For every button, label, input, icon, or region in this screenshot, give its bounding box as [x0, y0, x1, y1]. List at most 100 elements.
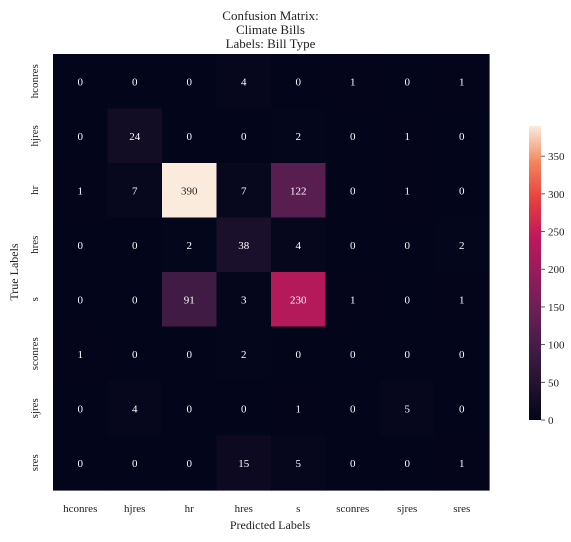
heatmap-cell	[216, 108, 272, 164]
heatmap-cell	[216, 163, 272, 219]
heatmap-cell	[107, 54, 163, 110]
colorbar-tick-label: 150	[548, 302, 565, 314]
cell-value-label: 0	[405, 294, 411, 306]
x-tick-labels: hconres hjres hr hres s sconres sjres sres	[63, 503, 470, 515]
colorbar-tick-label: 250	[548, 227, 565, 239]
heatmap-cell	[216, 326, 272, 382]
cell-value-label: 230	[290, 294, 307, 306]
heatmap-cell	[325, 326, 381, 382]
x-tick-label: hres	[235, 503, 253, 515]
cell-value-label: 1	[296, 403, 302, 415]
cell-value-label: 2	[459, 240, 465, 252]
cell-value-label: 2	[241, 349, 247, 361]
heatmap-cell	[53, 272, 109, 328]
y-tick-label: sres	[29, 454, 41, 471]
heatmap-cell	[434, 272, 490, 328]
chart-title-line-2: Climate Bills	[236, 22, 305, 37]
heatmap-cell	[325, 54, 381, 110]
heatmap-cell	[162, 217, 218, 273]
heatmap-cell	[162, 326, 218, 382]
heatmap-cell	[271, 108, 327, 164]
cell-value-label: 0	[459, 131, 465, 143]
cell-value-label: 24	[129, 131, 141, 143]
heatmap-cell	[434, 54, 490, 110]
heatmap-cell	[216, 217, 272, 273]
heatmap-cell	[325, 108, 381, 164]
cell-value-label: 0	[459, 185, 465, 197]
cell-value-label: 0	[405, 349, 411, 361]
cell-value-label: 0	[350, 240, 356, 252]
x-tick-label: sres	[453, 503, 470, 515]
heatmap-cell	[271, 163, 327, 219]
cell-value-label: 1	[78, 349, 84, 361]
chart-title-line-1: Confusion Matrix:	[222, 8, 319, 23]
cell-value-label: 0	[78, 403, 84, 415]
cell-value-label: 4	[296, 240, 302, 252]
cell-value-label: 38	[238, 240, 250, 252]
cell-value-label: 0	[459, 403, 465, 415]
cell-value-label: 1	[350, 294, 356, 306]
heatmap-cell	[271, 326, 327, 382]
heatmap-cell	[325, 381, 381, 437]
y-tick-label: sjres	[29, 398, 41, 418]
cell-value-label: 0	[187, 349, 193, 361]
y-tick-labels: hconres hjres hr hres s sconres sjres sres	[29, 64, 41, 471]
cell-value-label: 5	[405, 403, 411, 415]
cell-value-label: 1	[405, 185, 411, 197]
colorbar-tick-label: 200	[548, 264, 565, 276]
cell-value-label: 0	[350, 131, 356, 143]
heatmap-cell	[162, 272, 218, 328]
heatmap-cell	[107, 435, 163, 491]
heatmap-cell	[271, 381, 327, 437]
heatmap-cell	[107, 163, 163, 219]
heatmap-cell	[434, 163, 490, 219]
cell-value-label: 0	[132, 240, 138, 252]
cell-value-label: 0	[350, 185, 356, 197]
cell-value-label: 0	[241, 403, 247, 415]
cell-value-label: 3	[241, 294, 247, 306]
y-tick-label: hconres	[29, 64, 41, 98]
cell-value-label: 0	[405, 76, 411, 88]
heatmap-cell	[107, 108, 163, 164]
heatmap-cell	[380, 272, 436, 328]
colorbar	[529, 126, 541, 420]
heatmap-cell	[271, 272, 327, 328]
cell-value-label: 0	[187, 458, 193, 470]
heatmap-cell	[162, 108, 218, 164]
heatmap-cell	[162, 435, 218, 491]
cell-value-label: 0	[350, 403, 356, 415]
y-tick-label: sconres	[29, 337, 41, 370]
heatmap-cell	[380, 163, 436, 219]
heatmap-cell	[325, 435, 381, 491]
x-tick-label: sjres	[397, 503, 417, 515]
y-tick-label: s	[29, 297, 41, 301]
x-tick-label: sconres	[336, 503, 369, 515]
heatmap-cell	[325, 163, 381, 219]
cell-value-label: 0	[187, 403, 193, 415]
cell-value-label: 1	[350, 76, 356, 88]
cell-value-label: 0	[241, 131, 247, 143]
chart-title-line-3: Labels: Bill Type	[225, 36, 316, 51]
heatmap-cell	[53, 381, 109, 437]
cell-value-label: 390	[181, 185, 198, 197]
cell-value-label: 1	[459, 458, 465, 470]
heatmap-cell	[216, 272, 272, 328]
x-tick-label: s	[296, 503, 300, 515]
heatmap-cell	[216, 54, 272, 110]
heatmap-cell	[380, 326, 436, 382]
cell-value-label: 15	[238, 458, 250, 470]
heatmap-cell	[107, 272, 163, 328]
heatmap-cell	[53, 217, 109, 273]
x-tick-label: hconres	[63, 503, 97, 515]
heatmap-cell	[434, 326, 490, 382]
colorbar-tick-label: 50	[548, 377, 560, 389]
heatmap-cell	[53, 163, 109, 219]
heatmap-cell	[380, 381, 436, 437]
heatmap-cell	[271, 54, 327, 110]
heatmap-cell	[380, 54, 436, 110]
heatmap-cell	[53, 54, 109, 110]
cell-value-label: 0	[459, 349, 465, 361]
cell-value-label: 91	[184, 294, 195, 306]
cell-value-label: 7	[241, 185, 247, 197]
y-tick-label: hr	[29, 185, 41, 195]
